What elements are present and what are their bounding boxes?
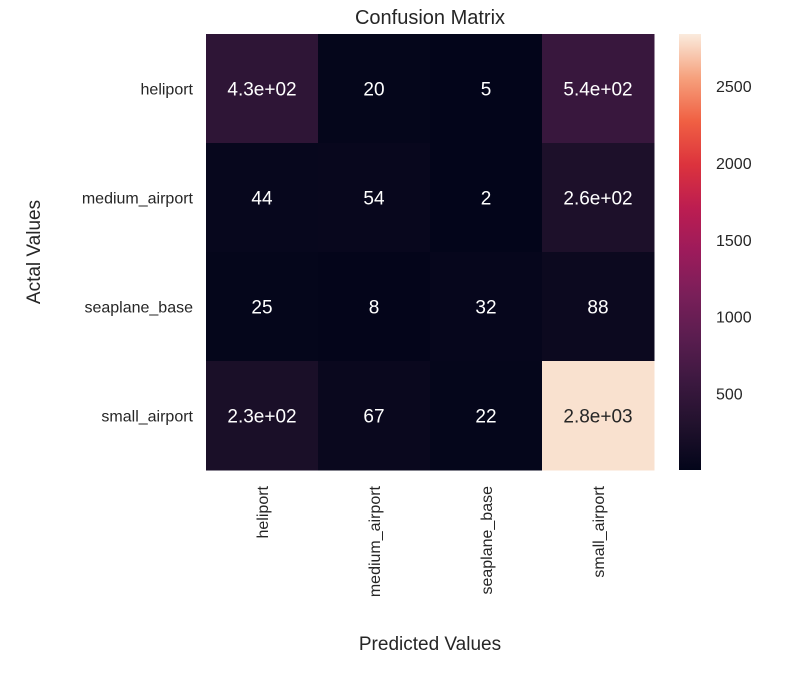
y-axis-label: Actal Values [24,200,45,304]
cell-annotation-r3-c3: 2.8e+03 [563,407,632,428]
y-tick-label-3: small_airport [101,409,193,426]
cell-annotation-r3-c1: 67 [363,407,384,428]
x-axis-label: Predicted Values [359,634,501,655]
cell-annotation-r2-c3: 88 [587,298,608,319]
x-tick-label-0: heliport [255,485,272,538]
colorbar-gradient [679,34,701,470]
cell-annotation-r0-c0: 4.3e+02 [227,80,296,101]
cell-annotation-r1-c1: 54 [363,189,385,210]
colorbar-tick-label-0: 500 [716,386,743,403]
cell-annotations: 4.3e+02 20 5 5.4e+02 44 54 2 2.6e+02 25 8 32 88 2.3e… [227,80,632,428]
cell-annotation-r2-c1: 8 [369,298,380,319]
colorbar-tick-label-4: 2500 [716,79,752,96]
cell-annotation-r0-c2: 5 [481,80,492,101]
heatmap-cell-r1-c2 [430,143,543,253]
x-tick-label-3: small_airport [591,485,608,577]
cell-annotation-r0-c3: 5.4e+02 [563,80,632,101]
cell-annotation-r0-c1: 20 [363,80,384,101]
heatmap-cell-r2-c1 [318,252,431,362]
y-tick-label-0: heliport [141,82,194,99]
y-tick-label-2: seaplane_base [84,300,193,317]
cell-annotation-r3-c0: 2.3e+02 [227,407,296,428]
x-tick-label-1: medium_airport [367,485,384,597]
heatmap-cell-r2-c3 [542,252,655,362]
heatmap-cell-r0-c0 [206,34,319,144]
cell-annotation-r1-c0: 44 [251,189,273,210]
colorbar-tick-label-1: 1000 [716,310,752,327]
colorbar-tick-label-3: 2000 [716,156,752,173]
heatmap-cell-r2-c0 [206,252,319,362]
cell-annotation-r2-c0: 25 [251,298,272,319]
heatmap-cell-r3-c0 [206,361,319,471]
y-tick-labels: heliport medium_airport seaplane_basesmall… [82,82,194,426]
heatmap-cell-r0-c3 [542,34,655,144]
x-tick-labels: heliport medium_airport seaplane_base small… [255,485,608,597]
heatmap-cells [206,34,655,471]
heatmap-cell-r1-c3 [542,143,655,253]
heatmap-cell-r3-c2 [430,361,543,471]
heatmap-cell-r0-c1 [318,34,431,144]
chart-title: Confusion Matrix [355,7,505,29]
colorbar: 500 1000 1500 2000 2500 [679,34,752,470]
cell-annotation-r2-c2: 32 [475,298,496,319]
heatmap-cell-r1-c0 [206,143,319,253]
colorbar-tick-label-2: 1500 [716,233,752,250]
heatmap-cell-r1-c1 [318,143,431,253]
x-tick-label-2: seaplane_base [479,486,496,595]
heatmap-cell-r3-c3 [542,361,655,471]
heatmap-cell-r2-c2 [430,252,543,362]
cell-annotation-r3-c2: 22 [475,407,496,428]
cell-annotation-r1-c2: 2 [481,189,492,210]
heatmap-cell-r3-c1 [318,361,431,471]
cell-annotation-r1-c3: 2.6e+02 [563,189,632,210]
y-tick-label-1: medium_airport [82,191,194,208]
heatmap-cell-r0-c2 [430,34,543,144]
